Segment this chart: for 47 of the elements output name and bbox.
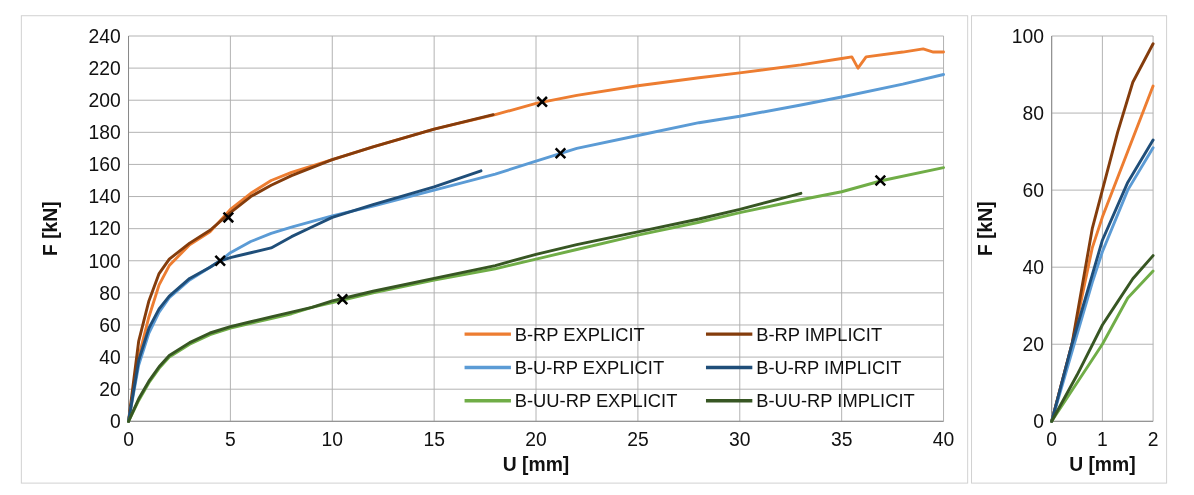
y-tick-label: 120 [88,218,121,240]
y-tick-label: 40 [1022,256,1044,278]
y-tick-label: 0 [110,411,121,433]
point [536,95,549,108]
y-tick-label: 60 [99,314,121,336]
legend-label: B-U-RP IMPLICIT [756,356,902,378]
x-tick-label: 40 [932,429,955,451]
y-tick-label: 200 [88,89,121,111]
y-tick-label: 220 [88,57,121,79]
y-axis-title: F [kN] [40,201,62,256]
y-tick-label: 20 [1022,334,1044,355]
y-tick-label: 100 [1011,25,1044,47]
x-tick-label: 0 [1046,429,1058,451]
y-axis-title: F [kN] [974,201,996,256]
legend-label: B-U-RP EXPLICIT [514,356,665,378]
x-tick-label: 2 [1147,429,1159,451]
legend-label: B-RP EXPLICIT [514,323,645,345]
line-series [127,169,483,423]
legend-label: B-UU-RP IMPLICIT [756,390,915,412]
x-tick-label: 35 [830,429,853,451]
x-tick-label: 25 [627,429,649,451]
x-tick-label: 5 [225,429,236,451]
point [554,147,567,160]
x-tick-label: 1 [1097,429,1108,451]
point [214,254,227,267]
point [222,211,235,224]
y-tick-label: 180 [88,122,121,144]
legend-label: B-RP IMPLICIT [756,323,883,345]
x-tick-label: 30 [729,429,751,451]
x-axis-title: U [mm] [502,454,570,476]
x-tick-label: 20 [525,429,547,451]
x-tick-label: 10 [321,429,344,451]
x-axis-title: U [mm] [1069,454,1136,476]
y-tick-label: 140 [88,186,121,208]
y-tick-label: 100 [88,250,121,272]
y-tick-label: 80 [1022,102,1044,124]
point [336,293,349,306]
y-tick-label: 0 [1033,411,1044,433]
legend-label: B-UU-RP EXPLICIT [514,390,678,412]
point [874,174,887,187]
y-tick-label: 20 [99,378,121,400]
y-tick-label: 80 [99,282,121,304]
y-tick-label: 60 [1022,179,1044,201]
x-tick-label: 15 [423,429,445,451]
y-tick-label: 40 [99,346,121,368]
y-tick-label: 240 [88,25,121,47]
y-tick-label: 160 [88,154,121,176]
